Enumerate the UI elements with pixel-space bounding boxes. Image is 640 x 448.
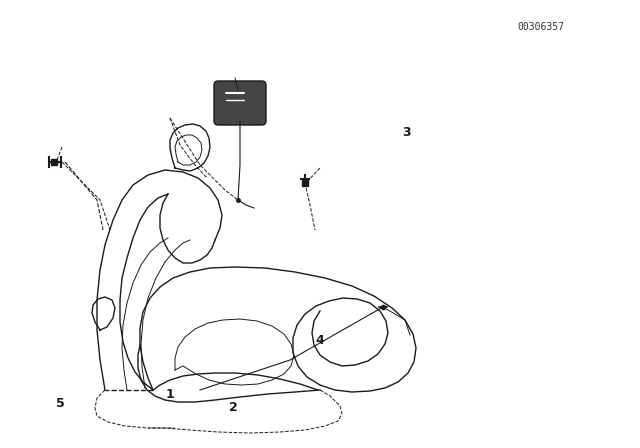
Text: 1: 1 — [165, 388, 174, 401]
Text: 3: 3 — [402, 125, 411, 139]
Text: 00306357: 00306357 — [517, 22, 564, 32]
Text: 2: 2 — [229, 401, 238, 414]
Text: 5: 5 — [56, 396, 65, 410]
Text: 4: 4 — [316, 334, 324, 347]
FancyBboxPatch shape — [214, 81, 266, 125]
